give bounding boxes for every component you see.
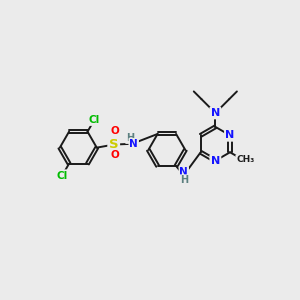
Text: N: N: [179, 167, 188, 177]
Text: O: O: [111, 127, 120, 136]
Text: Cl: Cl: [89, 115, 100, 124]
Text: N: N: [225, 130, 235, 140]
Text: O: O: [111, 150, 120, 160]
Text: H: H: [180, 175, 188, 185]
Text: N: N: [211, 156, 220, 166]
Text: N: N: [129, 139, 138, 149]
Text: S: S: [109, 138, 118, 151]
Text: CH₃: CH₃: [236, 155, 255, 164]
Text: H: H: [126, 134, 134, 143]
Text: N: N: [211, 108, 220, 118]
Text: Cl: Cl: [56, 171, 68, 181]
